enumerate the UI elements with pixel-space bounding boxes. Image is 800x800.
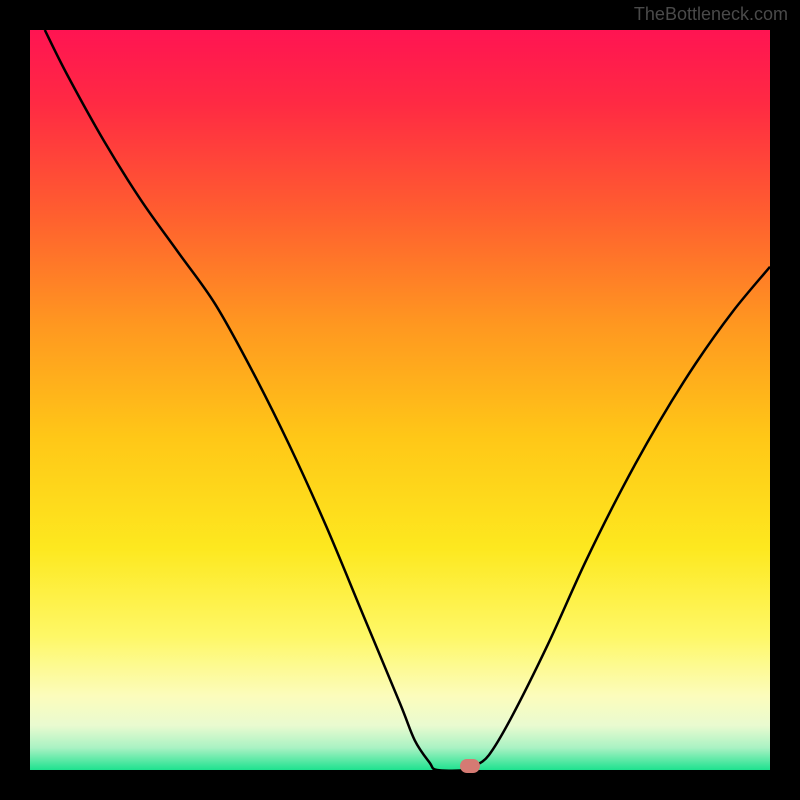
curve-line xyxy=(30,30,770,770)
watermark: TheBottleneck.com xyxy=(634,4,788,25)
plot-area xyxy=(30,30,770,770)
bottleneck-marker xyxy=(460,759,480,773)
